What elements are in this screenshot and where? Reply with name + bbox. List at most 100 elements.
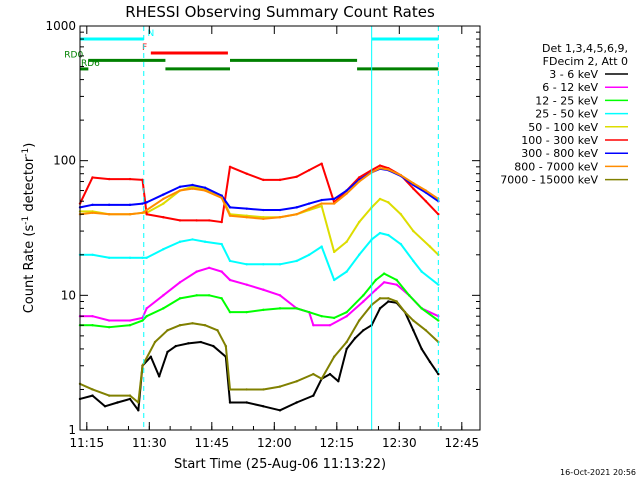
series-1-point [228, 401, 232, 404]
series-1-point [137, 409, 140, 412]
series-3-point [345, 310, 348, 314]
series-3-segment [383, 272, 398, 281]
series-3-point [420, 307, 423, 310]
series-4-point [178, 240, 182, 243]
series-1-segment [175, 342, 189, 348]
series-4-segment [345, 254, 360, 273]
series-9-point [295, 380, 298, 383]
series-7-segment [229, 206, 247, 210]
series-9-segment [179, 322, 193, 327]
series-4-point [399, 242, 403, 246]
series-9-segment [154, 329, 169, 343]
series-4-segment [371, 232, 381, 241]
y-tick-label: 100 [53, 154, 76, 168]
series-4-segment [192, 238, 206, 243]
series-3-point [91, 324, 94, 327]
series-2-point [207, 266, 211, 270]
series-6-segment [246, 172, 264, 181]
series-5-point [378, 197, 382, 201]
series-9-segment [333, 341, 348, 358]
series-5-point [191, 185, 194, 188]
y-axis-label-main: Count Rate (s [22, 225, 37, 314]
series-1-point [353, 337, 357, 340]
series-7-segment [279, 206, 297, 212]
series-6-segment [425, 200, 440, 215]
series-1-point [337, 380, 340, 383]
series-7-segment [192, 183, 206, 189]
series-4-segment [308, 245, 323, 256]
series-2-segment [362, 289, 377, 303]
series-7-segment [129, 202, 143, 206]
series-8-point [357, 180, 361, 183]
series-3-point [437, 319, 440, 322]
series-5-segment [400, 213, 415, 232]
series-9-point [203, 324, 207, 327]
series-1-point [199, 340, 203, 344]
series-9-segment [412, 319, 427, 332]
series-3-segment [220, 297, 231, 313]
series-6-point [195, 219, 198, 222]
series-2-segment [162, 281, 181, 297]
series-6-point [278, 178, 282, 182]
series-3-point [307, 310, 311, 314]
series-7-segment [204, 186, 223, 197]
series-9-point [228, 388, 232, 391]
series-9-point [345, 340, 348, 344]
series-1-segment [166, 345, 177, 353]
legend: Det 1,3,4,5,6,9, FDecim 2, Att 0 3 - 6 k… [500, 42, 628, 187]
footer-date: 16-Oct-2021 20:56 [560, 468, 636, 477]
series-8-segment [387, 168, 402, 177]
series-1-point [103, 405, 107, 408]
series-4-segment [333, 270, 348, 281]
legend-label-4: 25 - 50 keV [535, 108, 598, 121]
x-tick-label: 11:15 [70, 436, 105, 450]
series-8-point [128, 213, 132, 216]
legend-label-7: 300 - 800 keV [521, 147, 598, 160]
series-4-segment [320, 246, 336, 281]
series-2-point [128, 319, 132, 322]
series-7-segment [425, 191, 439, 203]
series-5-point [332, 250, 336, 254]
series-2-point [245, 283, 248, 286]
series-8-point [412, 182, 415, 185]
series-4-point [412, 259, 415, 263]
series-4-point [387, 233, 390, 237]
series-9-segment [204, 324, 218, 332]
series-1-segment [117, 398, 131, 404]
series-5-segment [345, 221, 361, 243]
series-4-segment [220, 243, 231, 262]
series-8-segment [146, 198, 164, 211]
series-1-point [412, 329, 415, 332]
series-2-segment [229, 279, 247, 286]
series-8-segment [179, 187, 193, 192]
series-8-point [332, 202, 336, 205]
series-9-segment [79, 382, 93, 391]
series-7-point [91, 203, 94, 207]
status-bar-label-n: N [147, 29, 154, 39]
series-6-point [91, 176, 94, 179]
series-7-segment [179, 183, 193, 188]
series-9 [78, 297, 440, 404]
series-1-segment [212, 345, 227, 358]
series-8-point [307, 207, 311, 210]
series-6-point [245, 172, 248, 175]
series-2-segment [129, 316, 143, 322]
series-3-point [162, 307, 165, 310]
series-5-point [412, 229, 415, 233]
x-axis-label: Start Time (25-Aug-06 11:13:22) [174, 457, 386, 472]
series-5-segment [429, 245, 440, 256]
series-7-segment [162, 185, 181, 196]
series-7-point [278, 208, 282, 212]
series-9-segment [141, 341, 156, 367]
series-6-segment [92, 176, 110, 181]
series-1-point [345, 347, 348, 351]
series-9-point [128, 394, 132, 397]
series-4-segment [146, 248, 164, 259]
series-1-point [91, 394, 94, 397]
series-9-segment [279, 380, 297, 388]
series-5-point [428, 245, 432, 248]
series-8-segment [229, 214, 247, 219]
series-6-point [145, 213, 148, 216]
series-1-point [378, 307, 382, 310]
series-1-segment [404, 311, 415, 331]
